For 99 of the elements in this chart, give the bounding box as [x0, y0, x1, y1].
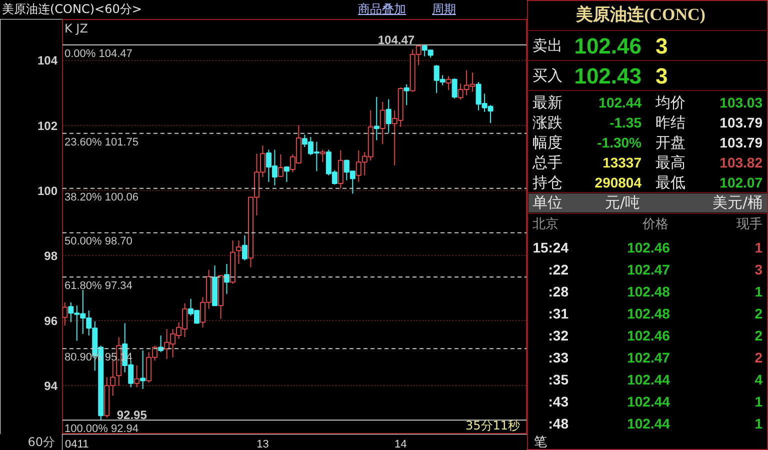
x-tick-label: 13 [256, 438, 269, 450]
text: 2 [754, 306, 763, 322]
text: 4 [754, 372, 763, 388]
text: 3 [656, 34, 668, 58]
y-tick-label: 104 [37, 54, 58, 68]
text: 2 [754, 350, 763, 366]
text: 102.47 [627, 262, 670, 278]
text: 103.03 [720, 94, 763, 110]
candlestick [134, 364, 140, 388]
candlestick [284, 166, 290, 182]
text: :48 [548, 416, 569, 432]
text: 最新 [532, 94, 562, 112]
annotation: 104.47 [378, 32, 415, 47]
text: 103.79 [720, 114, 763, 130]
text: :33 [548, 350, 569, 366]
y-tick-label: 96 [44, 314, 58, 328]
annotation: K JZ [64, 22, 88, 36]
text: 103.79 [720, 134, 763, 150]
candlestick [404, 84, 410, 106]
text: 290804 [594, 174, 642, 190]
text: :35 [548, 372, 569, 388]
text: 1 [754, 416, 763, 432]
text: 美元/桶 [712, 194, 763, 212]
text: 单位 [532, 194, 562, 212]
y-tick-label: 102 [37, 118, 58, 133]
candlestick [338, 150, 344, 190]
text: 102.46 [627, 328, 670, 344]
text: 最高 [656, 154, 686, 172]
text: 60分 [28, 435, 55, 449]
candlestick [320, 149, 326, 163]
text: 102.07 [720, 174, 763, 190]
text: 102.46 [627, 240, 670, 256]
text: 102.47 [627, 350, 670, 366]
text: 价格 [642, 217, 668, 232]
x-tick-label: 14 [394, 438, 407, 450]
annotation: 92.95 [116, 408, 148, 422]
text: 均价 [654, 94, 686, 112]
ref-line-label: 61.80% 97.34 [64, 280, 132, 292]
candlestick [224, 263, 230, 294]
text: 102.44 [598, 94, 642, 110]
candlestick [452, 78, 458, 100]
text: 15:24 [532, 240, 569, 256]
x-tick-label: 0411 [65, 438, 89, 450]
text: -1.30% [597, 134, 642, 150]
text: 总手 [532, 154, 562, 172]
ref-line-label: 23.60% 101.75 [64, 136, 139, 148]
text: 持仓 [532, 174, 562, 192]
candlestick [242, 234, 248, 261]
ref-line-label: 0.00% 104.47 [64, 48, 132, 60]
text: 美原油连(CONC) [575, 5, 706, 24]
text: :22 [548, 262, 569, 278]
text: 102.43 [574, 64, 642, 88]
text: :32 [548, 328, 569, 344]
chart-title: 美原油连(CONC)<60分> [2, 2, 142, 16]
y-tick-label: 100 [37, 184, 58, 198]
text: 现手 [736, 217, 762, 232]
text: 102.44 [627, 372, 670, 388]
text: 3 [656, 64, 668, 88]
text: 卖出 [532, 36, 562, 54]
text: :43 [548, 394, 569, 410]
candlestick [236, 240, 242, 264]
candlestick [278, 154, 284, 178]
text: 最低 [656, 174, 686, 192]
annotation: 35分11秒 [466, 418, 520, 432]
text: 13337 [602, 154, 642, 170]
text: 102.44 [627, 394, 670, 410]
text: 1 [754, 240, 763, 256]
y-tick-label: 94 [44, 379, 58, 394]
text: 1 [754, 394, 763, 410]
text: 涨跌 [532, 114, 562, 132]
text: 2 [754, 328, 763, 344]
text: 周期 [432, 2, 456, 16]
text: 北京 [532, 217, 558, 232]
text: 3 [754, 262, 763, 278]
text: 元/吨 [604, 194, 640, 212]
text: 102.44 [627, 416, 670, 432]
text: 商品叠加 [358, 2, 406, 16]
text: 102.48 [627, 306, 670, 322]
text: 笔 [534, 435, 547, 450]
text: 开盘 [656, 134, 686, 152]
ref-line-label: 38.20% 100.06 [64, 191, 139, 204]
text: 昨结 [656, 114, 686, 132]
text: 102.48 [627, 284, 670, 300]
text: :31 [548, 306, 569, 322]
text: 1 [754, 284, 763, 300]
ref-line-label: 50.00% 98.70 [64, 236, 132, 248]
text: 买入 [532, 66, 562, 84]
y-tick-label: 98 [44, 248, 58, 263]
text: 102.46 [574, 34, 642, 58]
text: -1.35 [610, 114, 642, 130]
ref-line-label: 100.00% 92.94 [64, 423, 139, 436]
text: 幅度 [532, 134, 562, 152]
candlestick [380, 101, 386, 145]
text: :28 [548, 284, 569, 300]
text: 103.82 [720, 154, 763, 170]
candlestick [446, 76, 452, 91]
candlestick [140, 350, 146, 390]
candlestick [386, 98, 392, 134]
candlestick [374, 96, 380, 141]
